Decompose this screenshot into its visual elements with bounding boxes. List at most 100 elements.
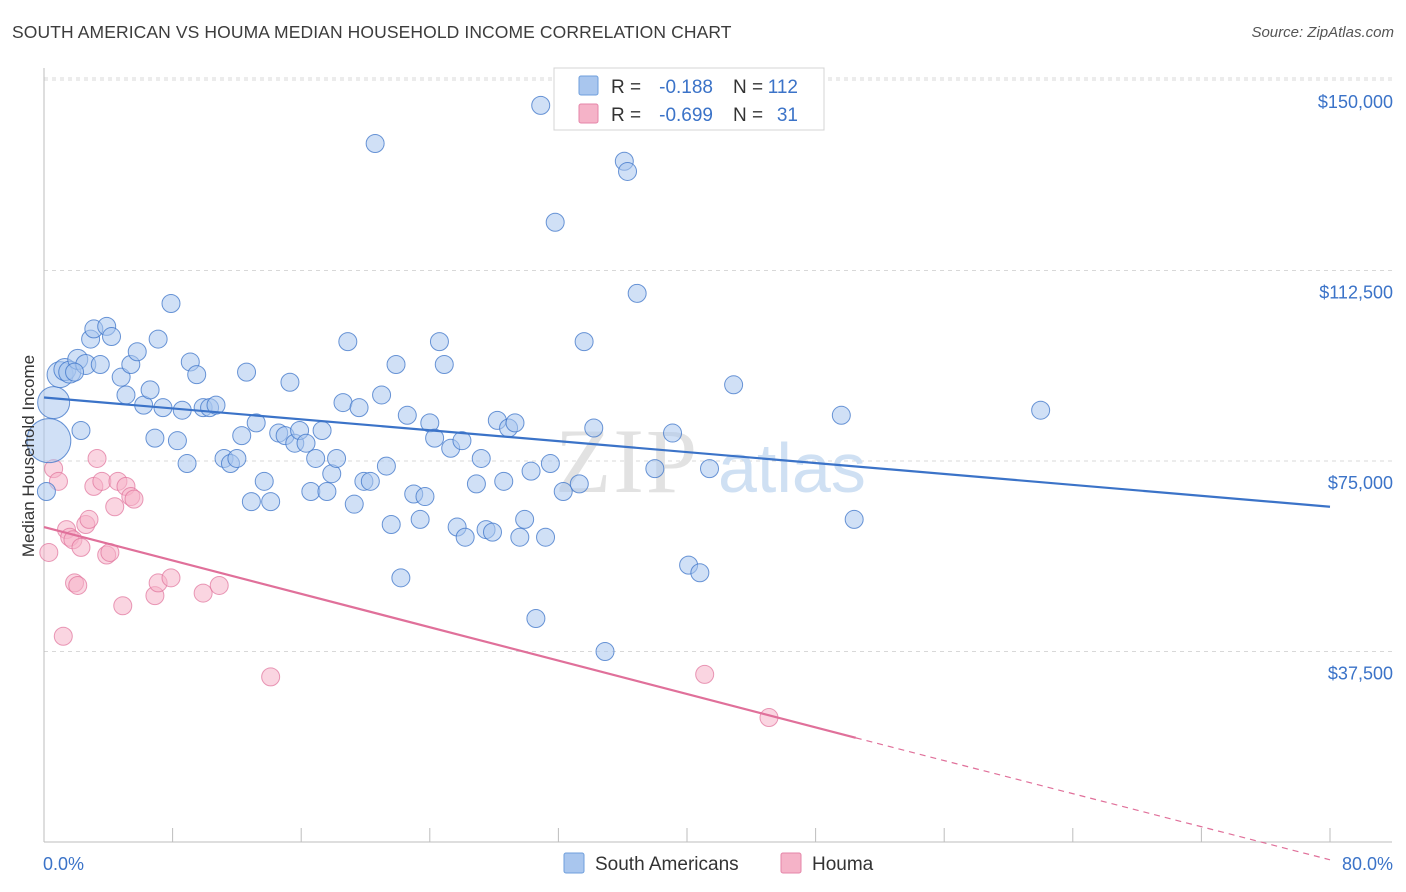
y-tick-label-2: $112,500 — [1319, 283, 1393, 303]
legend-swatch-south-americans — [563, 852, 585, 874]
south-americans-point-96 — [627, 283, 647, 303]
houma-point-3 — [53, 626, 73, 646]
south-americans-point-67 — [429, 332, 449, 352]
south-americans-point-46 — [317, 481, 337, 501]
south-americans-point-32 — [237, 362, 257, 382]
south-americans-point-55 — [365, 134, 385, 153]
legend-r-label-1: R = — [611, 77, 641, 98]
south-americans-point-80 — [505, 413, 525, 433]
south-americans-point-91 — [574, 332, 594, 352]
south-americans-trend-line — [43, 396, 1331, 508]
houma-point-0 — [39, 542, 59, 562]
south-americans-point-56 — [372, 385, 392, 405]
south-americans-point-72 — [455, 527, 475, 547]
south-americans-point-51 — [344, 494, 364, 514]
south-americans-point-42 — [296, 433, 316, 453]
south-americans-point-60 — [391, 568, 411, 588]
south-americans-point-81 — [510, 527, 530, 547]
south-americans-point-78 — [494, 471, 514, 491]
houma-point-11 — [79, 509, 99, 529]
south-americans-point-52 — [349, 398, 369, 418]
south-americans-point-48 — [327, 448, 347, 468]
south-americans-point-20 — [161, 294, 181, 314]
legend-label-south-americans: South Americans — [595, 854, 739, 875]
south-americans-point-66 — [425, 428, 445, 448]
houma-point-25 — [161, 568, 181, 588]
houma-point-9 — [71, 537, 91, 557]
houma-point-22 — [124, 489, 144, 509]
houma-trend-line — [43, 525, 857, 739]
south-americans-point-64 — [415, 487, 435, 507]
south-americans-point-1 — [37, 386, 71, 420]
series-legend: South Americans Houma — [563, 852, 874, 875]
south-americans-point-89 — [553, 481, 573, 501]
south-americans-point-101 — [700, 459, 720, 479]
south-americans-point-30 — [227, 448, 247, 468]
south-americans-point-13 — [116, 385, 136, 405]
south-americans-point-44 — [306, 448, 326, 468]
south-americans-point-108 — [145, 428, 165, 448]
y-axis-label: Median Household Income — [19, 355, 38, 557]
y-tick-label-0: $37,500 — [1328, 664, 1393, 684]
south-americans-point-9 — [90, 354, 110, 374]
houma-point-17 — [105, 497, 125, 517]
houma-point-14 — [92, 471, 112, 491]
south-americans-point-82 — [515, 509, 535, 529]
south-americans-point-0 — [26, 418, 72, 464]
south-americans-point-88 — [545, 212, 565, 232]
houma-point-13 — [87, 448, 107, 468]
south-americans-points — [26, 95, 1051, 661]
houma-point-19 — [113, 596, 133, 616]
south-americans-point-17 — [140, 380, 160, 400]
south-americans-point-109 — [177, 454, 197, 474]
legend-label-houma: Houma — [812, 854, 874, 875]
south-americans-point-84 — [526, 608, 546, 628]
south-americans-point-98 — [663, 423, 683, 443]
south-americans-point-104 — [844, 509, 864, 529]
south-americans-point-102 — [724, 375, 744, 395]
south-americans-point-21 — [167, 431, 187, 451]
stats-legend-swatch-pink — [578, 103, 599, 124]
south-americans-point-39 — [280, 372, 300, 392]
south-americans-point-24 — [187, 365, 207, 385]
south-americans-point-110 — [65, 362, 85, 382]
legend-r-value-2: -0.699 — [659, 105, 713, 126]
y-tick-label-3: $150,000 — [1318, 92, 1393, 112]
south-americans-point-92 — [584, 418, 604, 438]
y-tick-labels: $37,500 $75,000 $112,500 $150,000 — [1318, 92, 1393, 684]
houma-point-28 — [261, 667, 281, 687]
south-americans-point-103 — [831, 405, 851, 425]
south-americans-point-71 — [452, 431, 472, 451]
houma-point-26 — [193, 583, 213, 603]
legend-r-label-2: R = — [611, 105, 641, 126]
x-axis-ticks — [43, 828, 1331, 842]
south-americans-point-74 — [471, 448, 491, 468]
stats-legend-swatch-blue — [578, 75, 599, 96]
houma-point-27 — [209, 575, 229, 595]
legend-r-value-1: -0.188 — [659, 77, 713, 98]
houma-trend-line-extension — [855, 737, 1331, 861]
south-americans-point-83 — [521, 461, 541, 481]
south-americans-point-68 — [434, 354, 454, 374]
houma-point-8 — [68, 575, 88, 595]
south-americans-point-97 — [645, 459, 665, 479]
chart-title: SOUTH AMERICAN VS HOUMA MEDIAN HOUSEHOLD… — [12, 22, 732, 42]
south-americans-point-49 — [333, 393, 353, 413]
chart-source: Source: ZipAtlas.com — [1251, 24, 1394, 41]
x-tick-label-left: 0.0% — [43, 854, 84, 874]
south-americans-point-36 — [261, 492, 281, 512]
legend-n-label-1: N = — [733, 77, 763, 98]
south-americans-point-50 — [338, 332, 358, 352]
stats-legend: R = -0.188 N = 112 R = -0.699 N = 31 — [553, 67, 825, 131]
south-americans-point-45 — [312, 421, 332, 441]
legend-n-value-2: 31 — [777, 105, 798, 126]
south-americans-point-100 — [690, 563, 710, 583]
south-americans-point-59 — [386, 354, 406, 374]
legend-n-value-1: 112 — [768, 77, 798, 98]
y-tick-label-1: $75,000 — [1328, 473, 1393, 493]
south-americans-point-85 — [531, 95, 551, 115]
south-americans-point-105 — [1031, 400, 1051, 420]
south-americans-point-34 — [246, 413, 266, 433]
south-americans-point-31 — [232, 426, 252, 446]
